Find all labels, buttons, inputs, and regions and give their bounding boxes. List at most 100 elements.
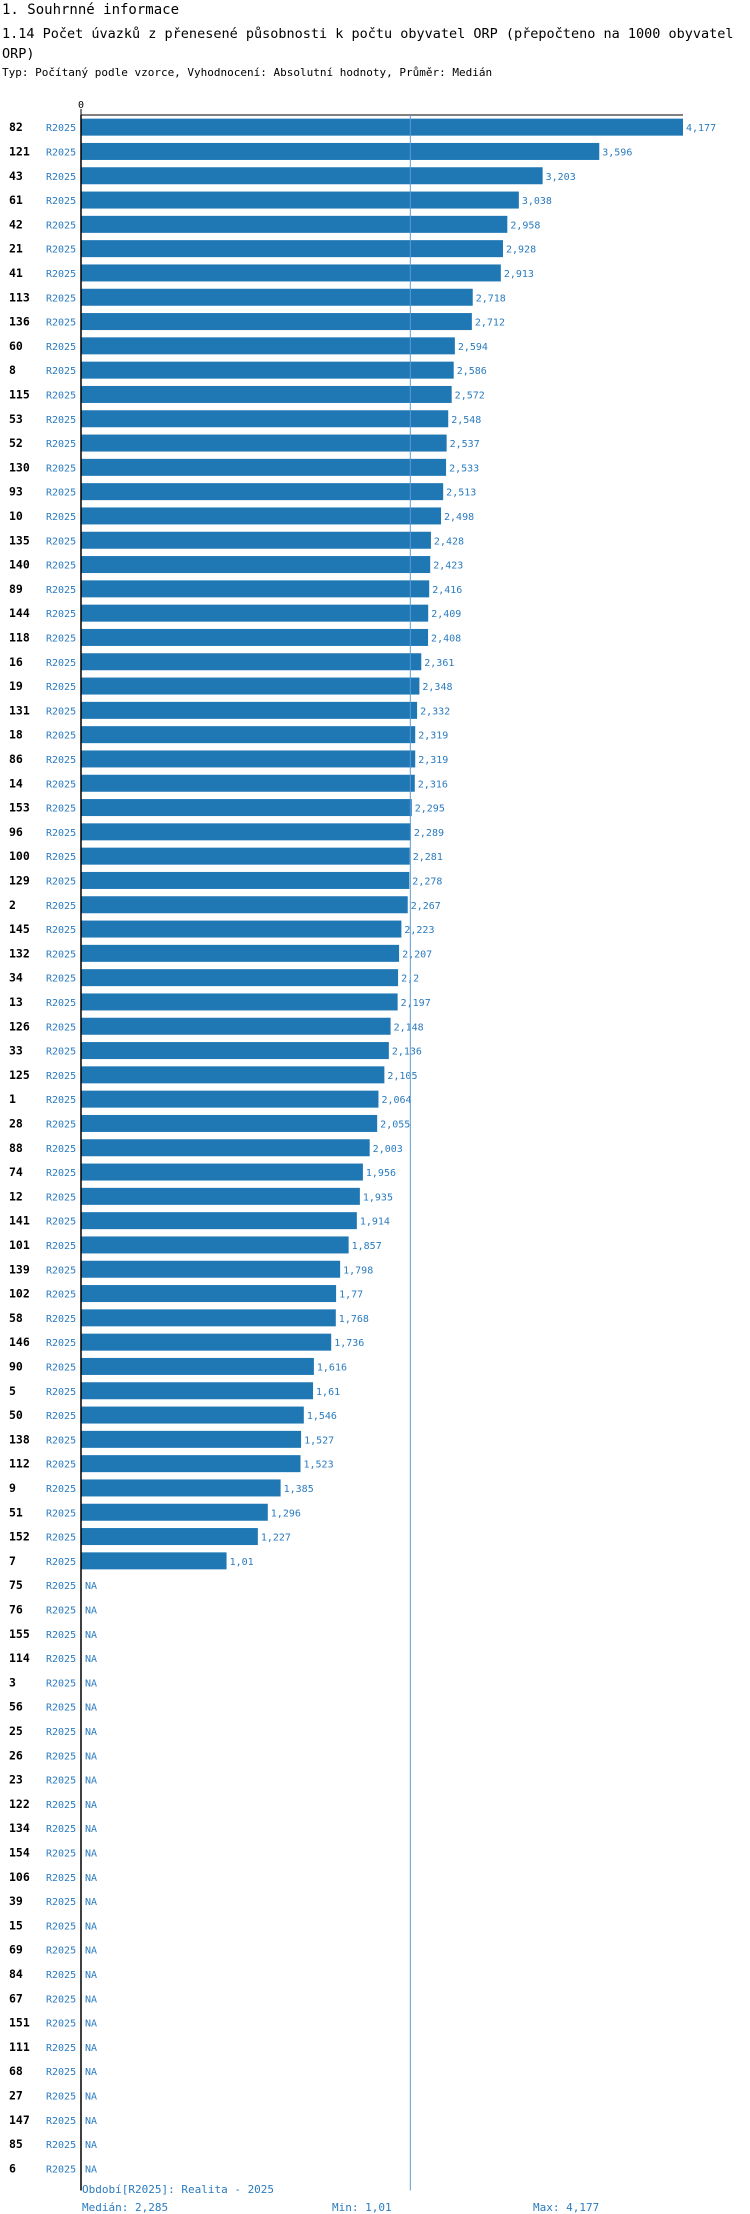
series-label: R2025 (46, 1848, 76, 1859)
series-label: R2025 (46, 463, 76, 474)
series-label: R2025 (46, 1192, 76, 1203)
value-label: 1,798 (343, 1265, 373, 1276)
row-id-label: 126 (9, 1019, 30, 1033)
row-id-label: 85 (9, 2137, 23, 2151)
row-id-label: 21 (9, 242, 23, 256)
series-label: R2025 (46, 828, 76, 839)
bar (81, 799, 412, 817)
bar (81, 240, 503, 258)
value-label: 1,768 (339, 1314, 369, 1325)
series-label: R2025 (46, 1095, 76, 1106)
series-label: R2025 (46, 779, 76, 790)
value-label: 1,857 (352, 1241, 382, 1252)
value-label: 2,105 (387, 1071, 417, 1082)
series-label: R2025 (46, 1362, 76, 1373)
na-label: NA (85, 1678, 97, 1689)
series-label: R2025 (46, 536, 76, 547)
bar (81, 580, 430, 598)
value-label: 1,385 (284, 1484, 314, 1495)
row-id-label: 10 (9, 509, 23, 523)
value-label: 2,267 (411, 901, 441, 912)
bar (81, 1479, 281, 1497)
series-label: R2025 (46, 1581, 76, 1592)
footer-period: Období[R2025]: Realita - 2025 (82, 2183, 275, 2196)
na-label: NA (85, 1630, 97, 1641)
value-label: 2,278 (412, 876, 442, 887)
bar (81, 556, 431, 574)
na-label: NA (85, 1776, 97, 1787)
bar (81, 1430, 302, 1448)
series-label: R2025 (46, 1387, 76, 1398)
row-id-label: 144 (9, 606, 30, 620)
value-label: 2,498 (444, 512, 474, 523)
value-label: 2,207 (402, 949, 432, 960)
bar (81, 1455, 301, 1473)
series-label: R2025 (46, 1411, 76, 1422)
bar (81, 507, 442, 525)
series-label: R2025 (46, 974, 76, 985)
row-id-label: 13 (9, 995, 23, 1009)
row-id-label: 67 (9, 1991, 23, 2005)
value-label: 2,586 (457, 366, 487, 377)
value-label: 2,928 (506, 245, 536, 256)
series-label: R2025 (46, 755, 76, 766)
na-label: NA (85, 2164, 97, 2175)
na-label: NA (85, 1824, 97, 1835)
value-label: 2,064 (381, 1095, 411, 1106)
bar (81, 531, 431, 549)
series-label: R2025 (46, 2019, 76, 2030)
row-id-label: 134 (9, 1821, 30, 1835)
row-id-label: 75 (9, 1578, 23, 1592)
bar (81, 677, 420, 695)
na-label: NA (85, 1994, 97, 2005)
series-label: R2025 (46, 1314, 76, 1325)
row-id-label: 8 (9, 363, 16, 377)
row-id-label: 1 (9, 1092, 16, 1106)
row-id-label: 93 (9, 485, 23, 499)
row-id-label: 131 (9, 703, 30, 717)
bar (81, 701, 418, 719)
na-label: NA (85, 2140, 97, 2151)
value-label: 1,523 (303, 1460, 333, 1471)
row-id-label: 151 (9, 2016, 30, 2030)
series-label: R2025 (46, 561, 76, 572)
series-label: R2025 (46, 415, 76, 426)
series-label: R2025 (46, 1241, 76, 1252)
row-id-label: 68 (9, 2064, 23, 2078)
value-label: 2,319 (418, 731, 448, 742)
row-id-label: 14 (9, 776, 23, 790)
chart-subtitle: Typ: Počítaný podle vzorce, Vyhodnocení:… (2, 66, 493, 79)
bar (81, 167, 543, 185)
row-id-label: 152 (9, 1530, 30, 1544)
row-id-label: 43 (9, 169, 23, 183)
value-label: 2,513 (446, 488, 476, 499)
bar (81, 215, 508, 233)
value-label: 2,223 (404, 925, 434, 936)
row-id-label: 89 (9, 582, 23, 596)
value-label: 4,177 (686, 123, 716, 134)
bar (81, 1212, 357, 1230)
series-label: R2025 (46, 804, 76, 815)
value-label: 2,295 (415, 804, 445, 815)
bar (81, 750, 416, 768)
series-label: R2025 (46, 925, 76, 936)
bar (81, 726, 416, 744)
series-label: R2025 (46, 1435, 76, 1446)
series-label: R2025 (46, 245, 76, 256)
value-label: 3,596 (602, 147, 632, 158)
footer-max: Max: 4,177 (533, 2201, 600, 2214)
row-id-label: 28 (9, 1116, 23, 1130)
row-id-label: 33 (9, 1044, 23, 1058)
value-label: 1,227 (261, 1533, 291, 1544)
row-id-label: 122 (9, 1797, 30, 1811)
series-label: R2025 (46, 342, 76, 353)
row-id-label: 146 (9, 1335, 30, 1349)
series-label: R2025 (46, 1654, 76, 1665)
row-id-label: 102 (9, 1287, 30, 1301)
series-label: R2025 (46, 1047, 76, 1058)
bar (81, 871, 410, 889)
series-label: R2025 (46, 658, 76, 669)
row-id-label: 18 (9, 728, 23, 742)
bar (81, 969, 399, 987)
bar (81, 1187, 360, 1205)
